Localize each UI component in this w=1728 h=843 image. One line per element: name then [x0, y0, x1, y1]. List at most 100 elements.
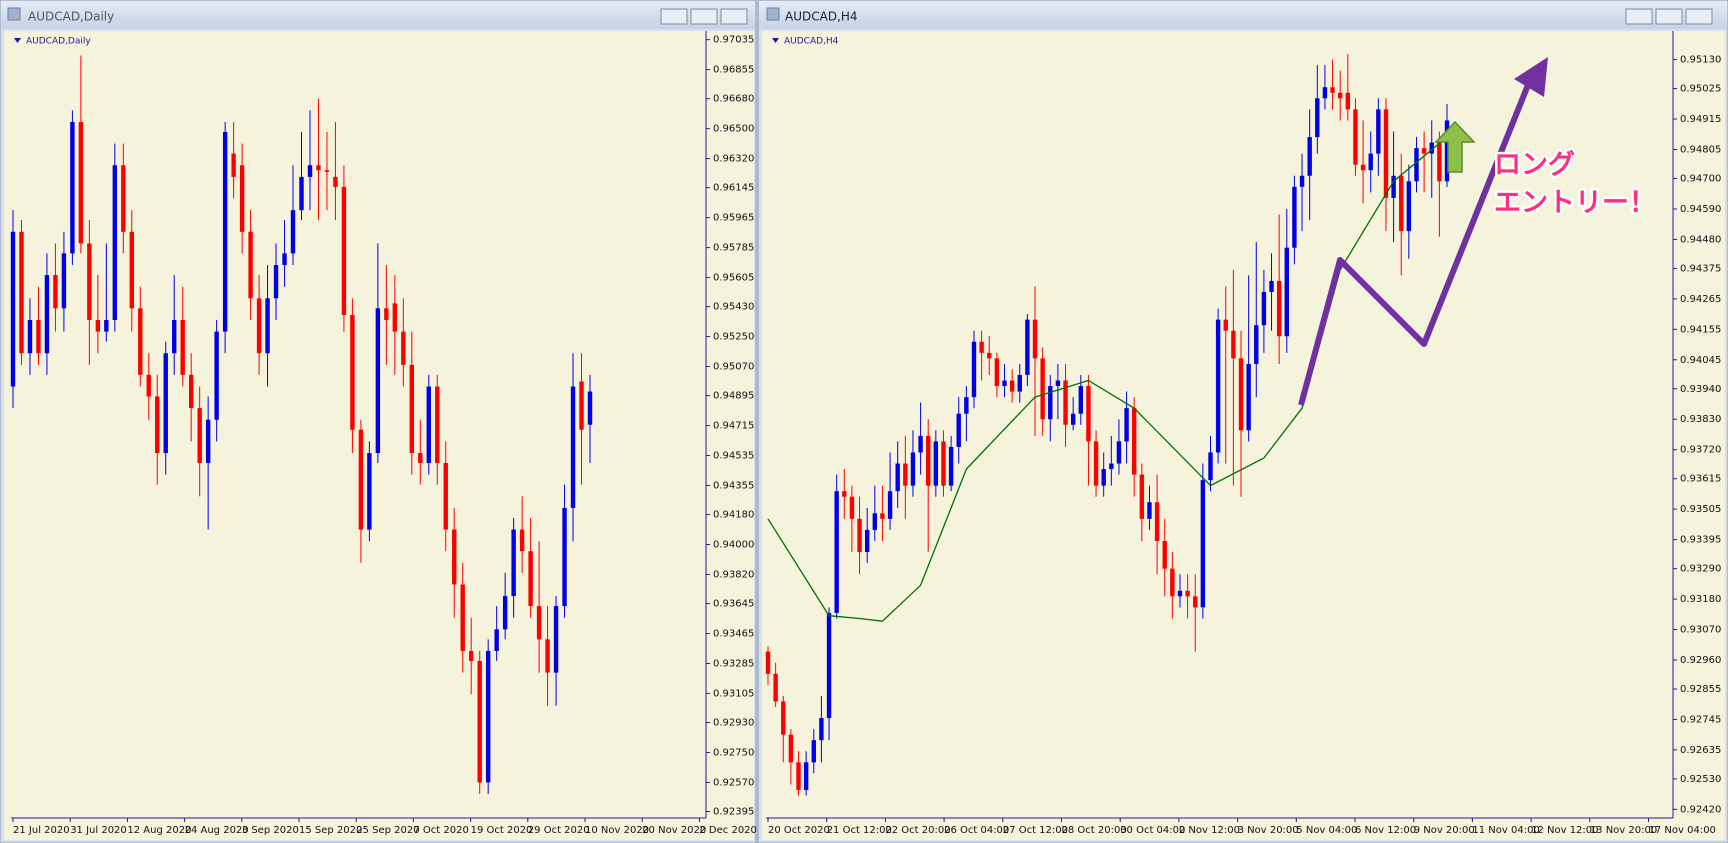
x-tick-label: 7 Oct 2020 — [413, 825, 468, 836]
y-tick-label: 0.92570 — [713, 777, 754, 788]
x-tick-label: 20 Oct 2020 — [768, 825, 830, 836]
candle-body — [1414, 148, 1419, 182]
candle-body — [44, 275, 50, 354]
arrow-head — [1514, 57, 1548, 97]
y-tick-label: 0.92745 — [1680, 714, 1721, 725]
y-tick-label: 0.94915 — [1680, 114, 1721, 125]
y-tick-label: 0.95250 — [713, 332, 754, 343]
x-tick-label: 11 Nov 04:00 — [1472, 825, 1539, 836]
candle-body — [788, 734, 794, 763]
minimize-button[interactable] — [660, 8, 688, 25]
candle-body — [1284, 247, 1289, 337]
candle-body — [214, 331, 219, 420]
title-bar — [1, 1, 755, 29]
candle-body — [796, 762, 801, 790]
candle-body — [121, 165, 126, 232]
candle-body — [1154, 502, 1160, 541]
close-button[interactable] — [720, 8, 748, 25]
candle-body — [409, 364, 415, 454]
maximize-button[interactable] — [690, 8, 718, 25]
candle-body — [803, 762, 809, 790]
candle-body — [1124, 408, 1129, 442]
candle-body — [1132, 408, 1137, 475]
y-tick-label: 0.93465 — [713, 629, 754, 640]
candle-body — [1345, 92, 1351, 110]
y-tick-label: 0.93830 — [1680, 414, 1721, 425]
candle-body — [1193, 596, 1198, 608]
x-tick-label: 9 Nov 20:00 — [1414, 825, 1475, 836]
y-tick-label: 0.94265 — [1680, 294, 1721, 305]
y-tick-label: 0.93395 — [1680, 535, 1721, 546]
candle-body — [553, 606, 559, 673]
candle-body — [469, 650, 474, 661]
x-tick-label: 26 Oct 04:00 — [944, 825, 1009, 836]
window-icon — [7, 7, 21, 21]
minimize-button[interactable] — [1625, 8, 1653, 25]
candle-body — [971, 341, 977, 398]
candle-body — [1017, 374, 1022, 392]
candle-body — [1055, 380, 1061, 387]
y-tick-label: 0.92395 — [713, 807, 754, 818]
y-tick-label: 0.95965 — [713, 213, 754, 224]
y-tick-label: 0.93285 — [713, 658, 754, 669]
y-tick-label: 0.92930 — [713, 718, 754, 729]
candle-body — [903, 463, 908, 486]
candle-body — [155, 396, 160, 454]
candle-body — [1040, 358, 1045, 420]
y-tick-label: 0.93070 — [1680, 625, 1721, 636]
candle-body — [502, 596, 508, 630]
x-tick-label: 17 Nov 04:00 — [1649, 825, 1716, 836]
x-tick-label: 12 Aug 2020 — [127, 825, 191, 836]
candle-body — [1330, 87, 1335, 93]
candle-body — [477, 660, 482, 783]
candle-body — [1261, 291, 1267, 326]
y-tick-label: 0.94375 — [1680, 263, 1721, 274]
candle-body — [1399, 175, 1404, 232]
candle-body — [1086, 386, 1091, 442]
x-tick-label: 2 Nov 12:00 — [1179, 825, 1240, 836]
y-tick-label: 0.92635 — [1680, 745, 1721, 756]
x-tick-label: 24 Aug 2020 — [185, 825, 249, 836]
candle-body — [519, 529, 525, 552]
candle-body — [36, 319, 41, 354]
y-tick-label: 0.96680 — [713, 94, 754, 105]
candle-body — [1391, 175, 1396, 198]
candle-body — [545, 639, 550, 673]
candle-body — [231, 153, 236, 177]
candle-body — [1101, 469, 1106, 486]
candle-body — [367, 453, 372, 530]
candle-body — [78, 121, 84, 244]
candle-body — [895, 463, 900, 492]
candle-body — [1116, 441, 1122, 464]
candle-body — [1078, 386, 1083, 414]
x-tick-label: 31 Jul 2020 — [70, 825, 127, 836]
candle-body — [307, 165, 313, 177]
candle-body — [418, 453, 423, 464]
candle-body — [1246, 363, 1251, 431]
candle-body — [1421, 148, 1427, 154]
close-button[interactable] — [1685, 8, 1713, 25]
y-tick-label: 0.92750 — [713, 747, 754, 758]
candle-body — [587, 391, 593, 425]
candle-body — [282, 253, 287, 266]
candle-body — [95, 319, 101, 332]
y-tick-label: 0.96855 — [713, 65, 754, 76]
candle-body — [1360, 164, 1366, 171]
y-tick-label: 0.95025 — [1680, 84, 1721, 95]
candle-body — [1200, 480, 1206, 608]
candle-body — [773, 673, 778, 702]
maximize-button[interactable] — [1655, 8, 1683, 25]
candle-body — [1093, 441, 1099, 486]
candle-body — [1002, 380, 1007, 387]
window-buttons[interactable] — [660, 8, 1713, 25]
candle-body — [857, 518, 862, 553]
candle-body — [70, 121, 75, 254]
candle-body — [1162, 540, 1167, 569]
x-tick-label: 29 Oct 2020 — [528, 825, 590, 836]
candle-body — [1406, 181, 1412, 232]
candle-body — [1147, 502, 1152, 519]
candle-body — [1238, 358, 1244, 431]
candle-body — [53, 275, 58, 309]
candle-body — [1223, 319, 1228, 331]
